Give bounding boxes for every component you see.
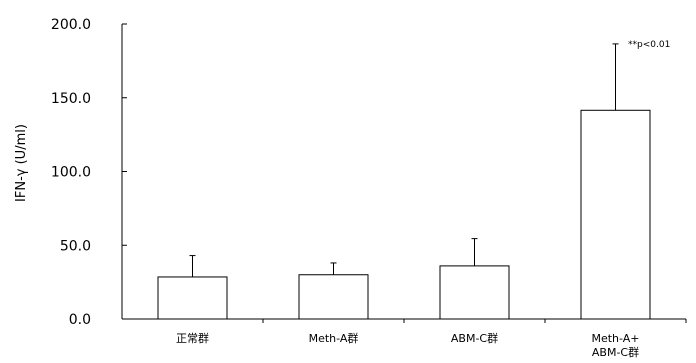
y-ticks: 0.0 50.0 100.0 150.0 200.0 <box>51 17 127 328</box>
error-bars <box>189 43 619 277</box>
x-tick-labels: 正常群 Meth-A群 ABM-C群 Meth-A+ABM-C群 <box>176 331 640 359</box>
bar <box>580 109 651 320</box>
bar <box>157 276 228 320</box>
y-tick-label: 100.0 <box>51 165 91 181</box>
x-tick-label: 正常群 <box>176 331 209 345</box>
bar <box>439 265 510 320</box>
y-axis-label-group: IFN-γ (U/ml) <box>14 124 29 202</box>
y-tick-label: 50.0 <box>60 238 91 254</box>
x-tick-label: Meth-A+ <box>591 332 639 345</box>
bar <box>298 274 369 320</box>
x-tick-label: ABM-C群 <box>592 345 639 359</box>
bars <box>157 109 651 320</box>
y-tick-label: 0.0 <box>69 312 91 328</box>
y-tick-label: 200.0 <box>51 17 91 33</box>
x-tick-label: ABM-C群 <box>451 331 498 345</box>
y-axis-label: IFN-γ (U/ml) <box>14 124 29 202</box>
x-tick-label: Meth-A群 <box>309 331 359 345</box>
y-tick-label: 150.0 <box>51 91 91 107</box>
significance-annotation: **p<0.01 <box>628 40 670 50</box>
